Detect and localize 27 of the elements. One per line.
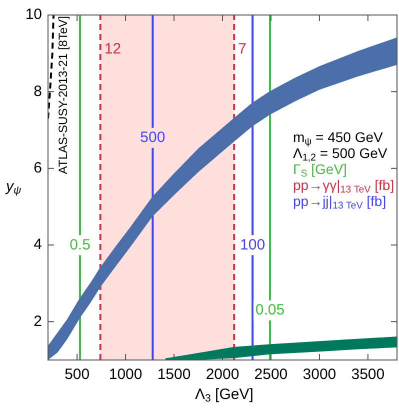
y-tick-label: 8 bbox=[34, 82, 42, 100]
annotation: pp→jj|$_{13 TeV}$ [fb] bbox=[293, 193, 388, 212]
series-label: 7 bbox=[238, 40, 246, 58]
y-tick-label: 4 bbox=[34, 236, 42, 254]
y-tick-label: 10 bbox=[25, 6, 42, 24]
series-label: 100 bbox=[240, 236, 266, 254]
y-tick-label: 2 bbox=[34, 312, 42, 330]
x-axis-title: Λ$_{3}$ [GeV] bbox=[195, 386, 254, 405]
annotation: pp→γγ|$_{13 TeV}$ [fb] bbox=[293, 177, 394, 196]
series-label: 0.5 bbox=[70, 236, 90, 254]
x-tick-label: 3500 bbox=[351, 366, 385, 384]
x-tick-label: 2500 bbox=[254, 366, 288, 384]
annotation: m$_{ψ}$ = 450 GeV bbox=[293, 129, 384, 148]
x-tick-label: 3000 bbox=[302, 366, 336, 384]
x-tick-label: 2000 bbox=[206, 366, 240, 384]
x-tick-label: 1500 bbox=[157, 366, 191, 384]
line-series bbox=[48, 15, 55, 120]
series-label: 500 bbox=[140, 128, 166, 146]
y-axis-title: y$_{ψ}$ bbox=[6, 178, 22, 197]
x-tick-label: 500 bbox=[64, 366, 90, 384]
y-tick-label: 6 bbox=[34, 159, 42, 176]
series-label: 12 bbox=[104, 40, 122, 58]
annotation: Λ$_{1,2}$ = 500 GeV bbox=[293, 145, 388, 164]
annotation: ATLAS-SUSY-2013-21 [8TeV] bbox=[56, 16, 70, 174]
annotation: Γ$_{S}$ [GeV] bbox=[293, 161, 348, 180]
series-label: 0.05 bbox=[255, 301, 285, 318]
x-tick-label: 1000 bbox=[108, 366, 142, 384]
